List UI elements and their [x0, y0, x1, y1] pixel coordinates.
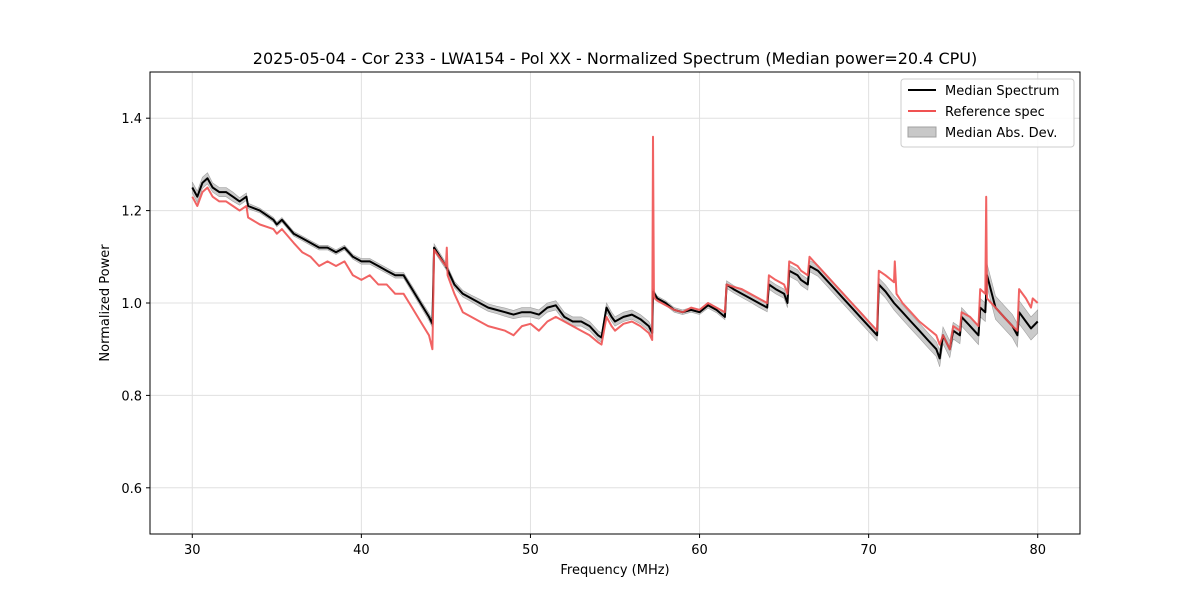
- y-tick-label: 1.0: [121, 297, 142, 312]
- reference-spectrum-line: [191, 135, 1039, 351]
- mad-band-layer: [192, 172, 1038, 367]
- mad-band: [192, 172, 1038, 367]
- x-tick-label: 50: [522, 543, 539, 558]
- legend-mad-label: Median Abs. Dev.: [945, 126, 1057, 141]
- x-axis-ticks: 30 40 50 60 70 80: [184, 534, 1046, 558]
- y-axis-label: Normalized Power: [98, 244, 113, 362]
- y-axis-ticks: 0.6 0.8 1.0 1.2 1.4: [121, 112, 150, 497]
- x-tick-label: 30: [184, 543, 201, 558]
- x-tick-label: 40: [353, 543, 370, 558]
- y-tick-label: 0.6: [121, 482, 142, 497]
- x-axis-label: Frequency (MHz): [560, 563, 669, 578]
- chart-title: 2025-05-04 - Cor 233 - LWA154 - Pol XX -…: [253, 49, 977, 68]
- x-tick-label: 70: [860, 543, 877, 558]
- median-spectrum-line: [191, 177, 1039, 360]
- y-tick-label: 1.4: [121, 112, 142, 127]
- y-tick-label: 0.8: [121, 389, 142, 404]
- series-layer: [191, 135, 1039, 360]
- legend-reference-label: Reference spec: [945, 105, 1045, 120]
- x-tick-label: 80: [1029, 543, 1046, 558]
- legend-mad-swatch: [907, 126, 937, 138]
- legend-median-label: Median Spectrum: [945, 84, 1059, 99]
- legend: Median Spectrum Reference spec Median Ab…: [900, 78, 1075, 148]
- legend-frame: [900, 78, 1075, 148]
- x-tick-label: 60: [691, 543, 708, 558]
- y-tick-label: 1.2: [121, 205, 142, 220]
